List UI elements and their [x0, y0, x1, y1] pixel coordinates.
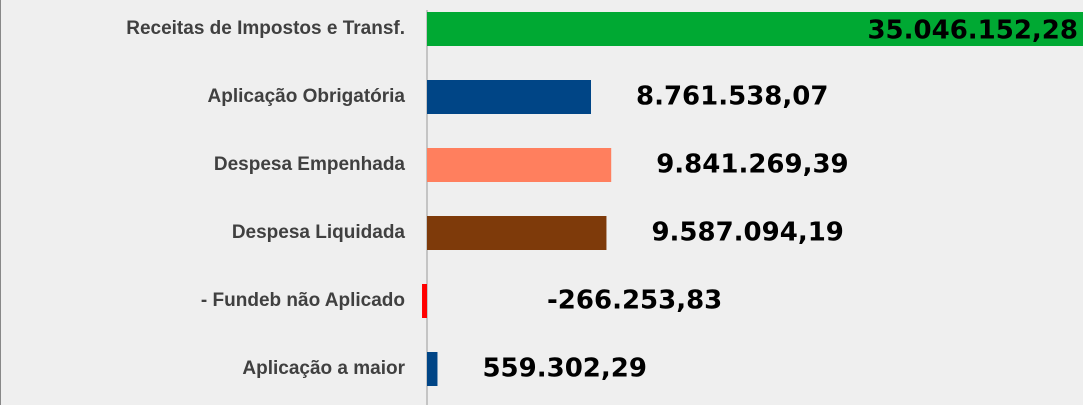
bar: [422, 284, 427, 318]
category-label: Aplicação a maior: [242, 358, 405, 379]
value-label: 9.587.094,19: [651, 218, 843, 248]
category-label: Despesa Liquidada: [232, 222, 406, 243]
bar: [427, 12, 1083, 46]
bar: [427, 148, 612, 182]
bar: [427, 216, 607, 250]
category-label: Receitas de Impostos e Transf.: [126, 18, 405, 39]
category-label: Despesa Empenhada: [214, 154, 406, 175]
value-label: 35.046.152,28: [867, 16, 1078, 46]
bar: [427, 80, 591, 114]
bar: [427, 352, 438, 386]
value-label: 9.841.269,39: [656, 150, 848, 180]
category-label: - Fundeb não Aplicado: [201, 290, 405, 311]
value-label: 559.302,29: [482, 354, 646, 384]
category-label: Aplicação Obrigatória: [208, 86, 406, 107]
value-label: 8.761.538,07: [636, 82, 828, 112]
value-label: -266.253,83: [547, 286, 722, 316]
